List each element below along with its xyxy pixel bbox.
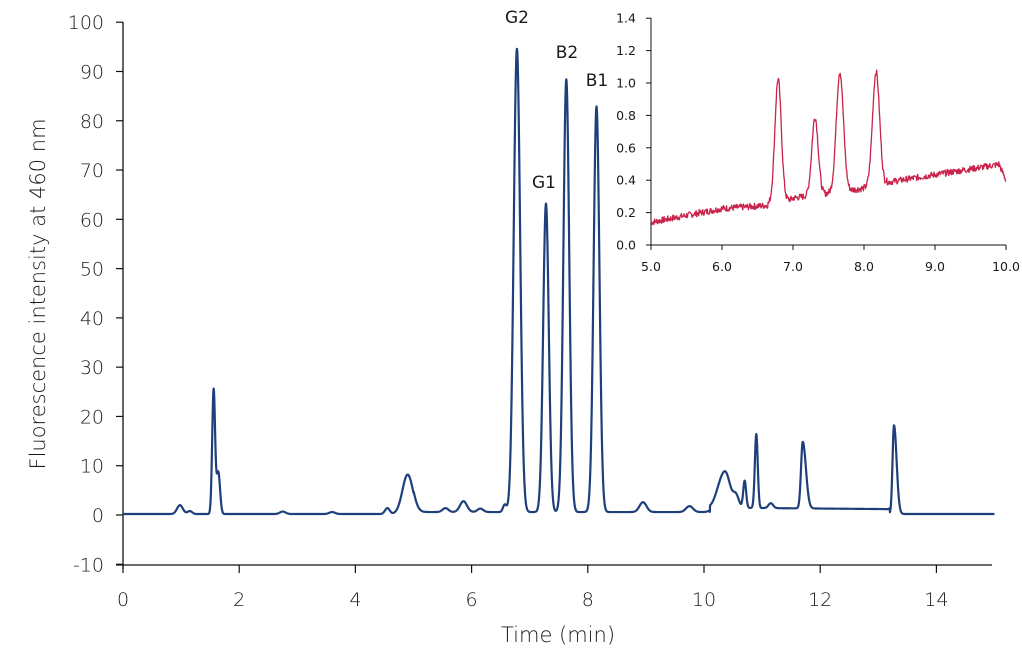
peak-label-b1: B1 bbox=[586, 71, 608, 91]
inset-y-tick-label: 0.4 bbox=[616, 173, 636, 188]
inset-x-tick-label: 6.0 bbox=[712, 259, 732, 274]
inset-y-tick-label: 0.2 bbox=[616, 205, 636, 220]
x-tick-label: 14 bbox=[924, 589, 948, 611]
y-tick-label: 50 bbox=[80, 259, 104, 281]
x-tick-label: 0 bbox=[117, 589, 129, 611]
peak-label-b2: B2 bbox=[556, 43, 578, 63]
inset-y-axis-ticks: 0.0 0.2 0.4 0.6 0.8 1.0 1.2 1.4 bbox=[616, 11, 651, 253]
y-tick-label: 90 bbox=[80, 61, 104, 83]
main-chromatogram-line bbox=[122, 47, 996, 516]
y-tick-label: 80 bbox=[80, 111, 104, 133]
inset-x-tick-label: 5.0 bbox=[641, 259, 661, 274]
y-axis-title: Fluorescence intensity at 460 nm bbox=[26, 118, 50, 469]
x-tick-label: 4 bbox=[349, 589, 361, 611]
inset-x-tick-label: 9.0 bbox=[925, 259, 945, 274]
x-axis-title: Time (min) bbox=[501, 623, 615, 647]
inset-x-tick-label: 8.0 bbox=[854, 259, 874, 274]
inset-y-tick-label: 1.2 bbox=[616, 43, 636, 58]
y-tick-label: 20 bbox=[80, 406, 104, 428]
peak-label-g2: G2 bbox=[505, 8, 529, 28]
x-tick-label: 2 bbox=[233, 589, 245, 611]
x-axis-ticks: 0 2 4 6 8 10 12 14 bbox=[117, 565, 948, 611]
x-tick-label: 12 bbox=[808, 589, 832, 611]
y-tick-label: 100 bbox=[68, 12, 104, 34]
inset-y-tick-label: 0.0 bbox=[616, 238, 636, 253]
peak-label-g1: G1 bbox=[532, 173, 556, 193]
inset-x-axis-ticks: 5.0 6.0 7.0 8.0 9.0 10.0 bbox=[641, 245, 1020, 274]
inset-y-tick-label: 1.4 bbox=[616, 11, 636, 26]
inset-plot: 0.0 0.2 0.4 0.6 0.8 1.0 1.2 1.4 5.0 6.0 7.0 8.0 9.0… bbox=[616, 11, 1020, 274]
inset-y-tick-label: 1.0 bbox=[616, 76, 636, 91]
y-tick-label: 0 bbox=[92, 505, 104, 527]
y-tick-label: 30 bbox=[80, 357, 104, 379]
y-tick-label: 10 bbox=[80, 456, 104, 478]
y-tick-label: 60 bbox=[80, 209, 104, 231]
y-tick-label: 40 bbox=[80, 308, 104, 330]
inset-trace-line bbox=[650, 69, 1007, 226]
x-tick-label: 10 bbox=[692, 589, 716, 611]
y-axis-ticks: -10 0 10 20 30 40 50 60 70 80 90 100 bbox=[68, 12, 123, 576]
y-tick-label: 70 bbox=[80, 160, 104, 182]
main-plot: -10 0 10 20 30 40 50 60 70 80 90 100 0 2 4 6 8 10 12 14 Fl… bbox=[26, 8, 996, 647]
inset-x-tick-label: 10.0 bbox=[992, 259, 1020, 274]
inset-x-tick-label: 7.0 bbox=[783, 259, 803, 274]
inset-y-tick-label: 0.8 bbox=[616, 108, 636, 123]
peak-labels: G2 G1 B2 B1 bbox=[505, 8, 608, 193]
y-tick-label: -10 bbox=[73, 554, 104, 576]
x-tick-label: 8 bbox=[582, 589, 594, 611]
x-tick-label: 6 bbox=[466, 589, 478, 611]
inset-y-tick-label: 0.6 bbox=[616, 140, 636, 155]
